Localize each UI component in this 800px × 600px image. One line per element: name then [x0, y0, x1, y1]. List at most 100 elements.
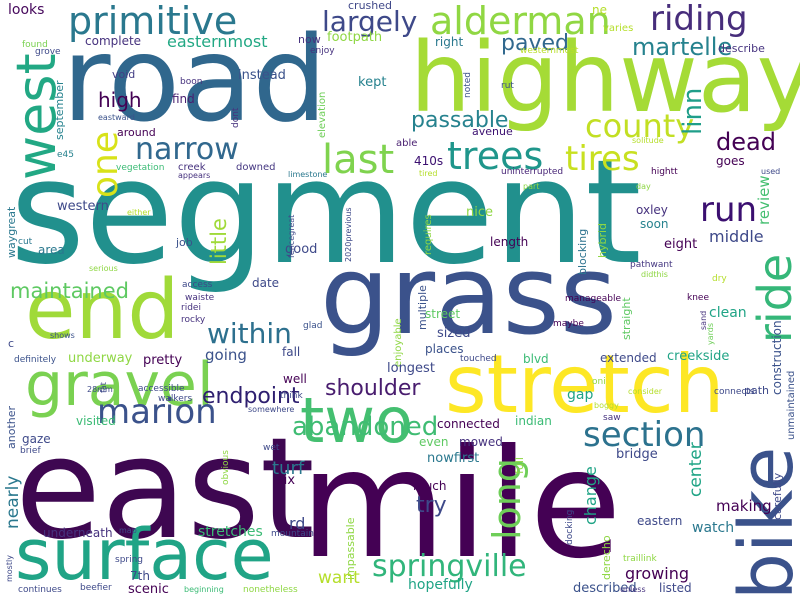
- word: try: [416, 493, 447, 518]
- word: gravel: [25, 350, 214, 420]
- word: western: [57, 199, 109, 214]
- word: bridge: [616, 447, 658, 462]
- word: largely: [322, 5, 418, 38]
- word: road: [62, 10, 328, 148]
- word: walkers: [158, 394, 193, 404]
- word: pathwant: [630, 260, 673, 270]
- word: connects: [714, 387, 755, 397]
- word: much: [413, 479, 447, 493]
- word: traillink: [623, 554, 657, 564]
- word: stretches: [198, 524, 263, 540]
- word: connected: [437, 417, 500, 431]
- word: shows: [50, 331, 75, 340]
- word: access: [182, 280, 213, 290]
- word: street: [425, 307, 461, 321]
- word: footpath: [327, 30, 383, 45]
- word: indian: [515, 414, 552, 428]
- word: used: [761, 167, 781, 176]
- word: think: [280, 391, 303, 401]
- word: fall: [282, 345, 301, 359]
- word: c: [8, 337, 15, 350]
- word: day: [636, 182, 651, 191]
- word: accessible: [138, 384, 185, 394]
- word: underneath: [43, 526, 113, 540]
- word: mowed: [459, 435, 503, 449]
- word: grove: [35, 47, 61, 57]
- word: marion: [97, 392, 217, 432]
- word: maintained: [10, 279, 129, 303]
- word: primitive: [68, 0, 238, 43]
- word: yards: [706, 322, 715, 345]
- word: full: [513, 457, 526, 474]
- word: grass: [320, 231, 618, 359]
- word: tires: [565, 139, 640, 179]
- word: hybrid: [596, 222, 609, 258]
- word: enjoyable: [393, 318, 404, 367]
- word: beginning: [184, 585, 224, 594]
- word: well: [283, 372, 307, 386]
- word: linn: [678, 87, 708, 135]
- word: springville: [372, 549, 527, 584]
- word: highway: [410, 22, 800, 134]
- word: 410s: [414, 154, 444, 168]
- word: county: [585, 107, 695, 145]
- word: straight: [620, 297, 633, 340]
- word: saw: [603, 413, 621, 423]
- word: either: [127, 208, 151, 217]
- word: date: [252, 276, 280, 290]
- word: nice: [466, 205, 493, 220]
- word: glad: [303, 321, 323, 331]
- word: around: [117, 126, 156, 139]
- word: tired: [419, 169, 438, 178]
- word: crushed: [348, 0, 392, 12]
- word: watch: [692, 520, 735, 536]
- word: serious: [89, 264, 118, 273]
- word: change: [581, 466, 600, 525]
- word: elevation: [317, 91, 328, 138]
- word: within: [207, 317, 292, 350]
- word: nowfirst: [427, 451, 480, 466]
- word: visited: [76, 414, 116, 428]
- word: high: [98, 88, 142, 112]
- word: solitude: [632, 136, 664, 145]
- word: kept: [358, 75, 387, 90]
- word: nonetheless: [243, 585, 298, 595]
- word: looks: [8, 2, 45, 18]
- word: touched: [460, 354, 497, 364]
- word: rd: [289, 514, 306, 533]
- word: limestone: [288, 170, 328, 179]
- word: area: [38, 243, 65, 257]
- word: hightt: [651, 167, 678, 177]
- word: boon: [180, 77, 203, 87]
- word: middle: [709, 227, 764, 246]
- word: obvious: [221, 450, 231, 485]
- word: riding: [650, 0, 748, 39]
- word: blvd: [523, 352, 549, 366]
- word: e45: [57, 150, 74, 160]
- word: surface: [15, 514, 274, 596]
- word: places: [425, 342, 464, 356]
- word: rut: [501, 81, 514, 91]
- word: enjoy: [310, 46, 335, 56]
- word: mostly: [5, 555, 14, 582]
- word: gaze: [22, 432, 51, 446]
- word: waygreat: [5, 206, 18, 258]
- word: abandoned: [292, 412, 439, 442]
- word: sized: [437, 326, 471, 341]
- word: beefier: [80, 583, 112, 593]
- word: boggy: [594, 401, 619, 410]
- word: construction: [770, 320, 784, 395]
- word: goes: [716, 154, 745, 168]
- word: 28mm: [87, 385, 113, 394]
- word: derecho: [600, 535, 613, 580]
- word: wet: [263, 443, 280, 453]
- word: unmaintained: [786, 370, 797, 440]
- word: length: [490, 235, 529, 249]
- word: knee: [687, 293, 709, 303]
- word: described: [573, 581, 637, 596]
- word: alderman: [430, 0, 611, 43]
- word: maybe: [553, 319, 584, 329]
- word: map: [119, 526, 137, 535]
- word: somewhere: [248, 405, 295, 414]
